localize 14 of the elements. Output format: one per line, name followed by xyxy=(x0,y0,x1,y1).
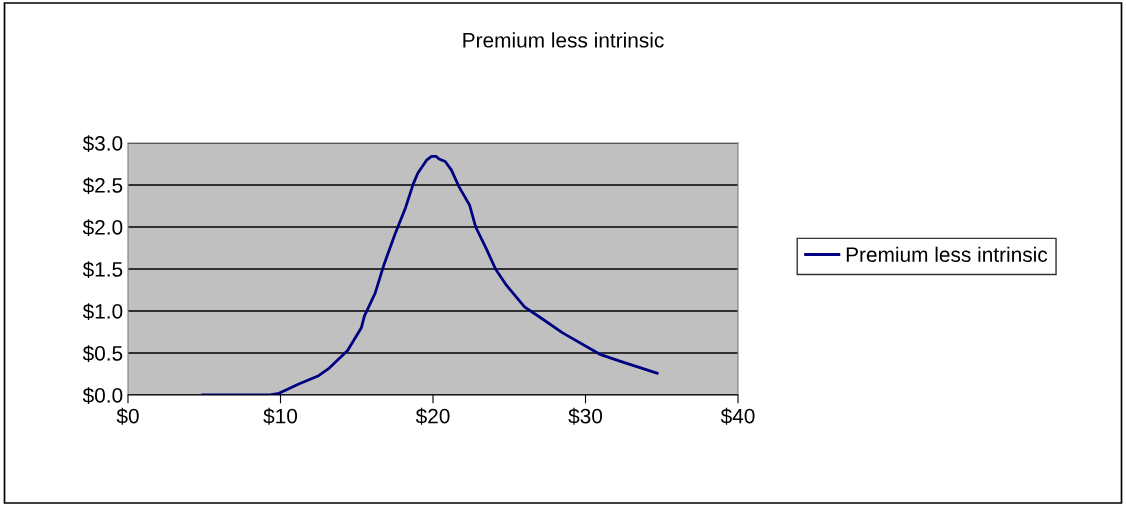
x-tick-label: $0 xyxy=(116,407,139,425)
y-tick-label: $2.5 xyxy=(82,177,123,194)
x-tick-label: $10 xyxy=(263,407,298,425)
y-tick-label: $3.0 xyxy=(82,135,123,152)
x-tick-label: $20 xyxy=(415,407,450,425)
y-tick-label: $1.5 xyxy=(82,261,123,278)
x-tick-label: $30 xyxy=(568,407,603,425)
y-tick-label: $1.0 xyxy=(82,303,123,320)
x-tick-label: $40 xyxy=(720,407,755,425)
y-tick-label: $0.5 xyxy=(82,345,123,362)
legend-label: Premium less intrinsic xyxy=(846,246,1048,262)
chart-title: Premium less intrinsic xyxy=(463,32,664,48)
y-tick-label: $2.0 xyxy=(82,219,123,236)
y-tick-label: $0.0 xyxy=(82,387,123,404)
